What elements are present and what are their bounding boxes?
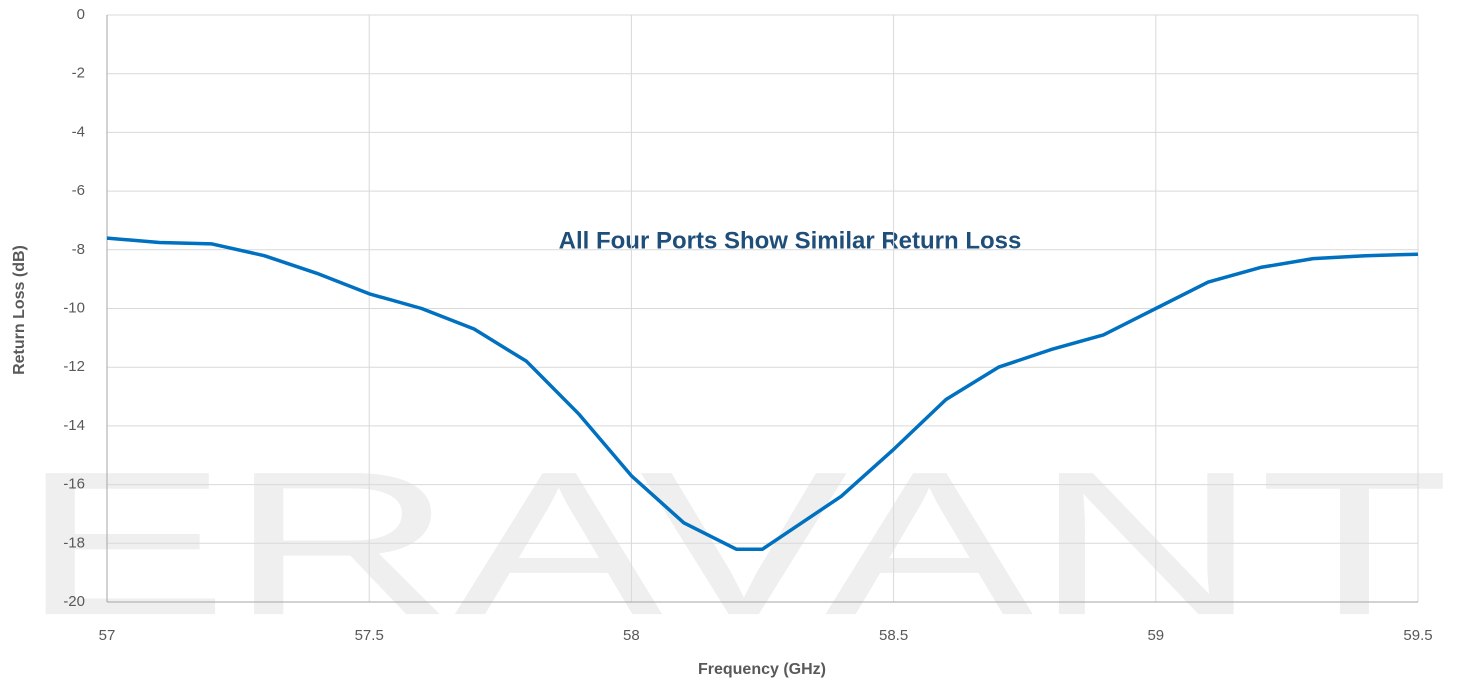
y-tick-label: -10: [63, 299, 85, 316]
x-tick-label: 58.5: [879, 627, 908, 644]
x-tick-label: 58: [623, 627, 640, 644]
y-tick-label: -20: [63, 593, 85, 610]
y-axis-label: Return Loss (dB): [11, 245, 28, 375]
y-tick-label: -18: [63, 534, 85, 551]
y-tick-label: -8: [72, 241, 85, 258]
x-axis-label: Frequency (GHz): [698, 661, 826, 678]
y-tick-label: 0: [77, 6, 85, 23]
y-tick-label: -4: [72, 123, 85, 140]
x-tick-label: 57.5: [355, 627, 384, 644]
line: [106, 236, 1419, 551]
y-tick-label: -2: [72, 65, 85, 82]
y-tick-label: -6: [72, 182, 85, 199]
x-tick-label: 59: [1147, 627, 1164, 644]
x-tick-label: 57: [99, 627, 116, 644]
y-tick-label: -16: [63, 476, 85, 493]
x-tick-label: 59.5: [1403, 627, 1432, 644]
y-tick-label: -14: [63, 417, 85, 434]
y-tick-label: -12: [63, 358, 85, 375]
